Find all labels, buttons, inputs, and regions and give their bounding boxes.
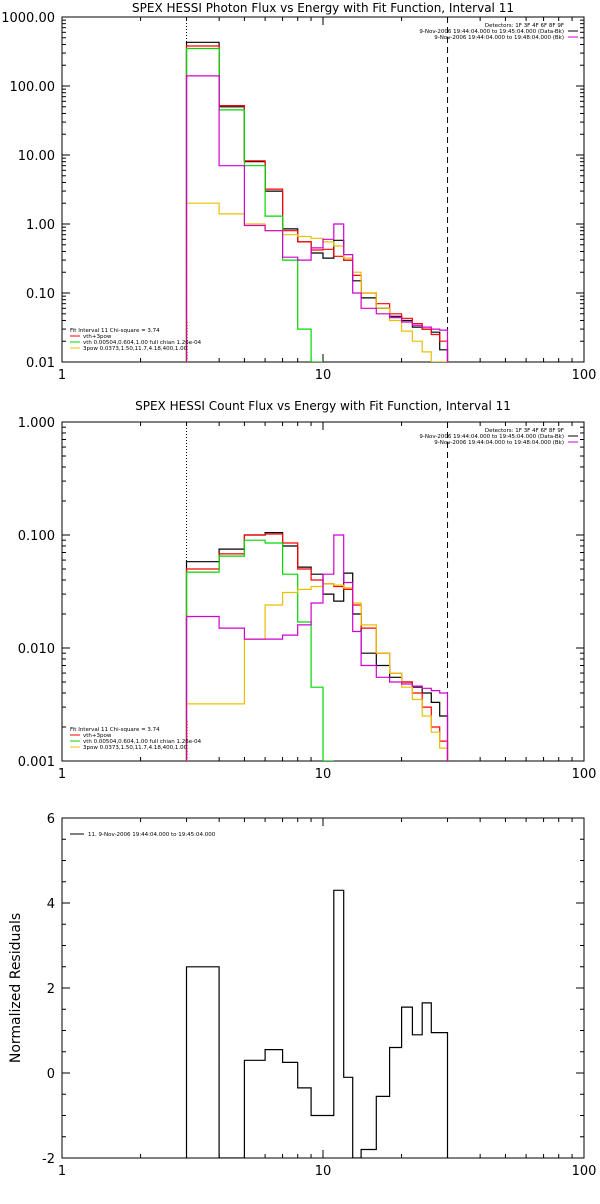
series-bk (185, 534, 449, 761)
series-data-bk (185, 41, 449, 362)
x-tick-label: 10 (315, 368, 332, 383)
plot-area (185, 889, 449, 1158)
x-tick-label: 1 (58, 368, 66, 383)
y-tick-label: 1.000 (18, 416, 55, 431)
plot-area (185, 422, 449, 761)
series-3pow (185, 202, 448, 362)
chart-photon: SPEX HESSI Photon Flux vs Energy with Fi… (1, 1, 596, 383)
legend-label: 3pow 0.0373,1.50,11.7,4.18,400,1.00 (83, 346, 188, 352)
plot-area (185, 17, 449, 362)
y-tick-label: 0.10 (26, 287, 55, 302)
y-tick-label: 0.001 (18, 755, 55, 770)
y-tick-label: -2 (42, 1152, 55, 1167)
chart-title: SPEX HESSI Photon Flux vs Energy with Fi… (132, 1, 514, 15)
legend-bottom: Fit Interval 11 Chi-square = 3.74vth+3po… (70, 727, 202, 751)
plot-frame (61, 817, 585, 1159)
legend-bottom: Fit Interval 11 Chi-square = 3.74vth+3po… (70, 328, 202, 352)
series-vth (185, 47, 323, 362)
series-3pow (185, 583, 449, 761)
legend-label: 9-Nov-2006 19:44:04.000 to 19:45:04.000 … (419, 434, 564, 440)
y-tick-label: 0.100 (18, 529, 55, 544)
legend-label: Fit Interval 11 Chi-square = 3.74 (70, 328, 160, 334)
x-tick-label: 1 (58, 767, 66, 782)
legend-label: 9-Nov-2006 19:44:04.000 to 19:48:04.000 … (434, 440, 564, 446)
legend-label: vth 0.00504,0.604,1.00 full chian 1.26e-… (83, 739, 202, 745)
series-vth (185, 539, 334, 761)
y-tick-label: 1000.00 (1, 11, 55, 26)
x-tick-label: 100 (572, 1164, 597, 1179)
plot-frame (61, 16, 585, 363)
legend-top: Detectors: 1F 3F 4F 6F 8F 9F9-Nov-2006 1… (419, 23, 578, 41)
legend-label: 11. 9-Nov-2006 19:44:04.000 to 19:45:04.… (88, 832, 216, 838)
chart-title: SPEX HESSI Count Flux vs Energy with Fit… (135, 399, 511, 413)
legend-label: vth 0.00504,0.604,1.00 full chian 1.26e-… (83, 340, 202, 346)
series-vth-3pow (185, 533, 449, 761)
legend-label: vth+3pow (83, 334, 112, 340)
y-tick-label: 0 (47, 1067, 55, 1082)
legend-label: Fit Interval 11 Chi-square = 3.74 (70, 727, 160, 733)
x-tick-label: 10 (315, 1164, 332, 1179)
y-tick-label: 2 (47, 982, 55, 997)
y-tick-label: 0.01 (26, 356, 55, 371)
y-tick-label: 1.00 (26, 218, 55, 233)
y-tick-label: 0.010 (18, 642, 55, 657)
legend-top: 11. 9-Nov-2006 19:44:04.000 to 19:45:04.… (70, 832, 216, 838)
chart-count: SPEX HESSI Count Flux vs Energy with Fit… (18, 399, 597, 782)
legend-label: 9-Nov-2006 19:44:04.000 to 19:48:04.000 … (434, 35, 564, 41)
legend-label: Detectors: 1F 3F 4F 6F 8F 9F (485, 23, 564, 29)
legend-label: vth+3pow (83, 733, 112, 739)
y-axis-label: Normalized Residuals (8, 913, 24, 1063)
x-tick-label: 1 (58, 1164, 66, 1179)
x-tick-label: 100 (572, 767, 597, 782)
y-tick-label: 6 (47, 812, 55, 827)
legend-label: Detectors: 1F 3F 4F 6F 8F 9F (485, 428, 564, 434)
chart-residuals: 1 10 100 -2 0 2 4 6 Normalized Residuals 11. 9-No… (8, 812, 596, 1179)
series-data-bk (185, 532, 449, 761)
y-tick-label: 100.00 (10, 80, 56, 95)
legend-label: 9-Nov-2006 19:44:04.000 to 19:45:04.000 … (419, 29, 564, 35)
series-residuals (185, 889, 449, 1158)
series-vth-3pow (185, 45, 449, 362)
x-tick-label: 100 (572, 368, 597, 383)
x-tick-label: 10 (315, 767, 332, 782)
series-bk (185, 75, 449, 362)
legend-top: Detectors: 1F 3F 4F 6F 8F 9F9-Nov-2006 1… (419, 428, 578, 446)
y-tick-label: 4 (47, 897, 55, 912)
legend-label: 3pow 0.0373,1.50,11.7,4.18,400,1.00 (83, 745, 188, 751)
y-tick-label: 10.00 (18, 149, 55, 164)
